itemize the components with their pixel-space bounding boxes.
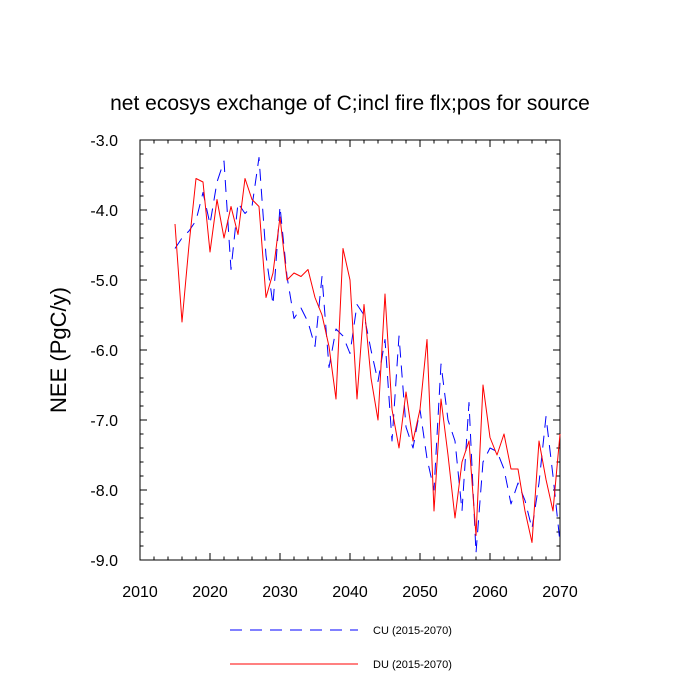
y-tick-label: -3.0 (90, 133, 118, 150)
series-lines (174, 157, 561, 554)
y-tick-label: -7.0 (90, 413, 118, 430)
y-tick-label: -5.0 (90, 273, 118, 290)
x-tick-label: 2060 (472, 584, 508, 601)
legend-item-cu: CU (2015-2070) (230, 625, 452, 637)
axis-ticks (139, 139, 561, 561)
y-axis-label: NEE (PgC/y) (46, 287, 71, 413)
y-tick-label: -8.0 (90, 483, 118, 500)
legend-item-du: DU (2015-2070) (230, 659, 452, 671)
legend-label-cu: CU (2015-2070) (373, 625, 452, 637)
x-tick-label: 2030 (262, 584, 298, 601)
x-tick-label: 2010 (122, 584, 158, 601)
y-tick-label: -9.0 (90, 553, 118, 570)
series-line-cu (174, 157, 561, 554)
legend-label-du: DU (2015-2070) (373, 659, 452, 671)
plot-frame (139, 139, 561, 561)
x-tick-label: 2050 (402, 584, 438, 601)
x-tick-label: 2070 (542, 584, 578, 601)
legend: CU (2015-2070) DU (2015-2070) (230, 625, 452, 671)
y-tick-label: -6.0 (90, 343, 118, 360)
y-tick-labels: -3.0 -4.0 -5.0 -6.0 -7.0 -8.0 -9.0 (90, 133, 118, 570)
chart-title: net ecosys exchange of C;incl fire flx;p… (110, 92, 590, 115)
x-tick-labels: 2010 2020 2030 2040 2050 2060 2070 (122, 584, 578, 601)
plot-area: 2010 2020 2030 2040 2050 2060 2070 -3.0 -4.0 -5.… (90, 133, 577, 601)
y-tick-label: -4.0 (90, 203, 118, 220)
series-line-du (174, 178, 561, 543)
x-tick-label: 2020 (192, 584, 228, 601)
x-tick-label: 2040 (332, 584, 368, 601)
